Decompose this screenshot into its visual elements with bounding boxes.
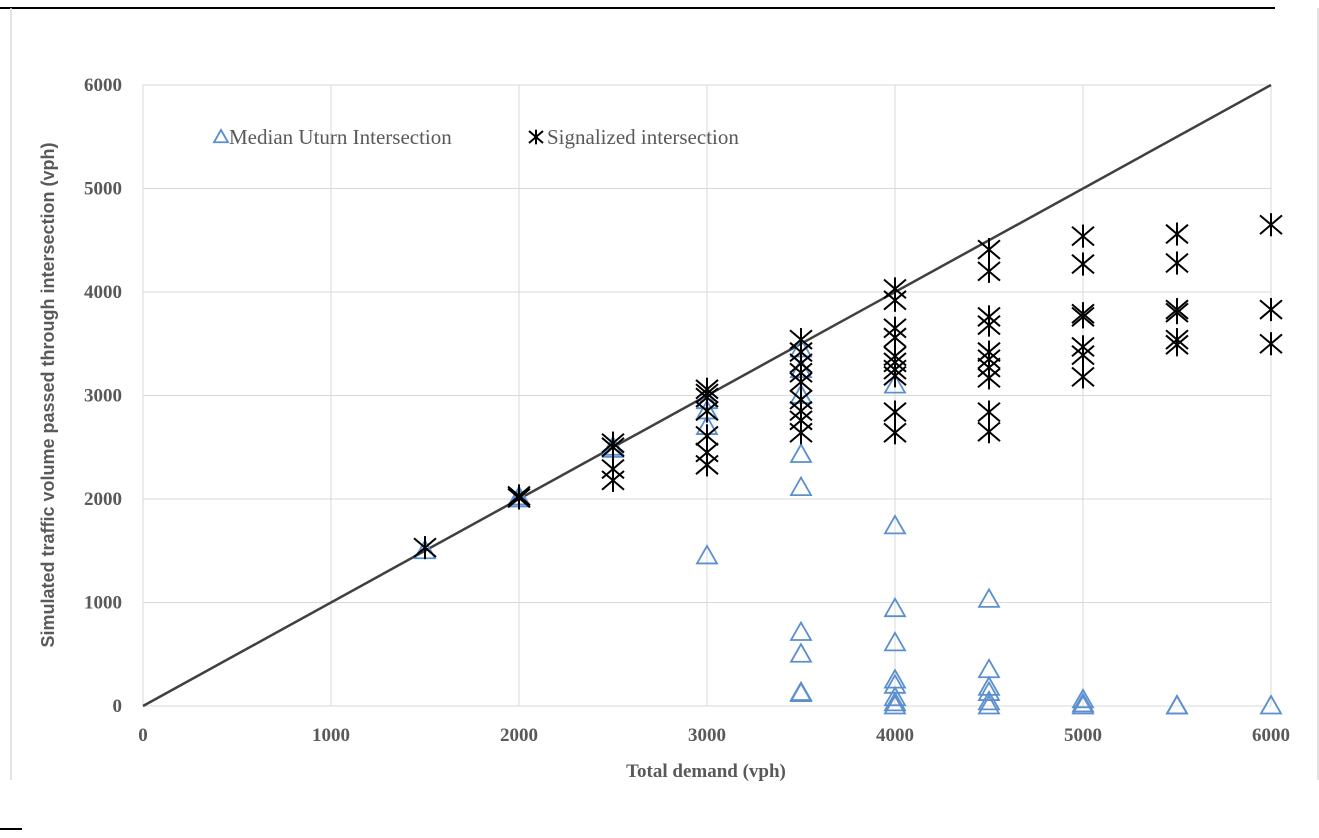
y-tick-label: 2000 (84, 489, 122, 510)
data-point-signalized (1165, 301, 1189, 325)
data-point-median-uturn (789, 642, 813, 663)
data-point-signalized (977, 313, 1001, 337)
legend-marker-triangle (212, 128, 230, 144)
data-point-signalized (789, 421, 813, 445)
data-point-median-uturn (883, 685, 907, 707)
legend-triangle-icon (212, 128, 230, 144)
legend-item-signalized: Signalized intersection (528, 125, 739, 149)
x-tick-label: 3000 (688, 725, 726, 746)
y-tick-label: 4000 (84, 282, 122, 303)
data-point-signalized (977, 366, 1001, 390)
x-tick-label: 5000 (1064, 725, 1102, 746)
data-point-signalized (601, 435, 625, 459)
legend-marker-asterisk (528, 129, 544, 145)
data-point-signalized (977, 259, 1001, 283)
series-signalized (413, 213, 1283, 560)
data-point-median-uturn (977, 694, 1001, 715)
tick-labels: 0 1000 2000 3000 4000 5000 6000 0 1000 2000 3000 40… (84, 75, 1290, 746)
data-point-median-uturn (883, 373, 907, 394)
data-point-signalized (977, 238, 1001, 262)
x-tick-label: 1000 (312, 725, 350, 746)
data-point-median-uturn (1259, 694, 1283, 715)
data-point-signalized (413, 536, 437, 560)
data-point-median-uturn (789, 442, 813, 463)
data-point-signalized (977, 400, 1001, 424)
data-point-signalized (601, 468, 625, 492)
x-tick-label: 4000 (876, 725, 914, 746)
data-point-median-uturn (789, 475, 813, 497)
data-markers (413, 213, 1283, 715)
data-point-signalized (507, 486, 531, 510)
data-point-signalized (1259, 332, 1283, 356)
data-point-signalized (883, 364, 907, 388)
y-tick-label: 0 (113, 696, 123, 717)
x-tick-label: 6000 (1252, 725, 1290, 746)
data-point-signalized (1071, 224, 1095, 248)
data-point-median-uturn (883, 514, 907, 535)
data-point-median-uturn (1071, 694, 1095, 715)
data-point-median-uturn (883, 596, 907, 618)
data-point-median-uturn (977, 587, 1001, 608)
data-point-signalized (883, 400, 907, 424)
y-tick-label: 1000 (84, 593, 122, 614)
legend-label-median-uturn: Median Uturn Intersection (229, 125, 452, 149)
data-point-median-uturn (1165, 694, 1189, 715)
data-point-median-uturn (977, 680, 1001, 701)
legend-asterisk-icon (528, 129, 544, 145)
data-point-signalized (1259, 298, 1283, 322)
data-point-signalized (977, 420, 1001, 444)
y-axis-label: Simulated traffic volume passed through … (38, 142, 58, 647)
data-point-signalized (883, 421, 907, 445)
data-point-signalized (695, 399, 719, 423)
data-point-signalized (1071, 365, 1095, 389)
data-point-median-uturn (789, 681, 813, 702)
data-point-signalized (695, 453, 719, 477)
grid-lines (142, 84, 1272, 707)
legend-label-signalized: Signalized intersection (547, 125, 739, 149)
y-tick-label: 6000 (84, 75, 122, 96)
data-point-median-uturn (695, 544, 719, 565)
data-point-median-uturn (977, 657, 1001, 679)
data-point-median-uturn (1071, 687, 1095, 709)
data-point-median-uturn (883, 631, 907, 652)
data-point-signalized (1071, 343, 1095, 367)
data-point-median-uturn (883, 691, 907, 712)
data-point-median-uturn (1071, 692, 1095, 713)
x-tick-label: 0 (138, 725, 148, 746)
data-point-signalized (883, 288, 907, 312)
x-axis-label: Total demand (vph) (626, 761, 786, 782)
x-tick-label: 2000 (500, 725, 538, 746)
data-point-median-uturn (883, 694, 907, 715)
y-tick-label: 5000 (84, 179, 122, 200)
y-tick-label: 3000 (84, 386, 122, 407)
data-point-signalized (1165, 333, 1189, 357)
data-point-signalized (1071, 252, 1095, 276)
legend: Median Uturn Intersection Signalized int… (212, 125, 739, 149)
data-point-signalized (1165, 222, 1189, 246)
data-point-median-uturn (977, 690, 1001, 711)
legend-item-median-uturn: Median Uturn Intersection (212, 125, 452, 149)
data-point-median-uturn (789, 620, 813, 641)
data-point-median-uturn (1165, 694, 1189, 715)
data-point-signalized (1259, 213, 1283, 237)
data-point-signalized (1071, 305, 1095, 329)
data-point-signalized (1165, 251, 1189, 275)
